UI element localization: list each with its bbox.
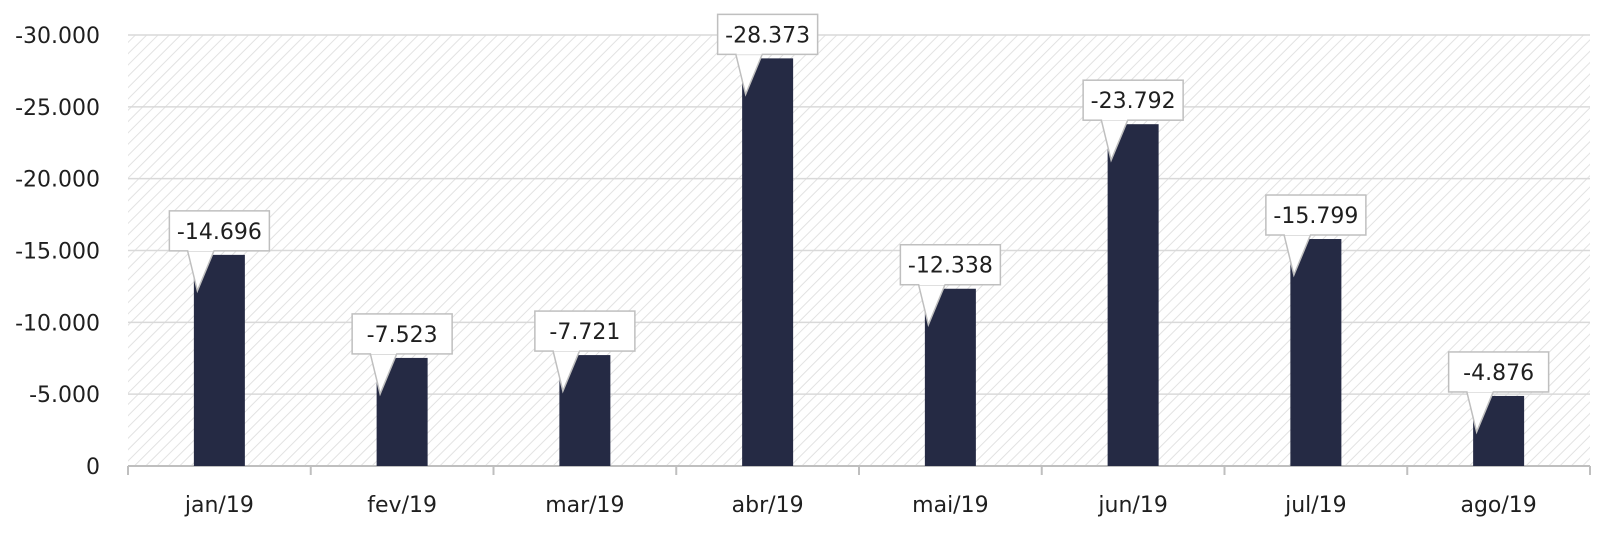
y-tick-label: 0 <box>86 455 100 480</box>
data-label-text: -7.721 <box>549 320 620 345</box>
x-axis <box>127 465 1591 475</box>
data-labels: -14.696 -7.523 -7.721 -28.373 -12.338 -23.792… <box>168 13 1550 435</box>
callout-box <box>716 13 819 56</box>
x-tick-label: jan/19 <box>184 493 254 518</box>
callout-box <box>1082 79 1184 121</box>
bar <box>1290 239 1342 466</box>
x-tick-label: abr/19 <box>732 493 804 518</box>
y-tick-label: -15.000 <box>15 240 100 265</box>
callout-box <box>168 210 271 252</box>
y-tick-label: -10.000 <box>15 311 100 336</box>
x-tick-label: jun/19 <box>1097 493 1167 518</box>
data-label-text: -4.876 <box>1463 361 1534 386</box>
data-label-text: -15.799 <box>1273 204 1358 229</box>
data-label-text: -14.696 <box>177 220 262 245</box>
bar <box>1107 124 1159 466</box>
callout-box <box>351 313 453 355</box>
x-tick-label: fev/19 <box>367 493 437 518</box>
bars <box>193 58 1525 466</box>
data-label: -7.721 <box>534 310 636 394</box>
data-label: -28.373 <box>716 13 819 97</box>
data-label-text: -12.338 <box>908 254 993 279</box>
data-label: -23.792 <box>1082 79 1184 163</box>
data-label: -15.799 <box>1265 194 1367 278</box>
x-tick-label: mar/19 <box>545 493 624 518</box>
callout-box <box>534 310 636 352</box>
x-axis-tick-labels: jan/19 fev/19 mar/19 abr/19 mai/19 jun/19 jul/… <box>184 493 1537 518</box>
y-axis-tick-labels: 0 -5.000 -10.000 -15.000 -20.000 -25.000 -30.0… <box>15 24 100 480</box>
x-tick-label: jul/19 <box>1284 493 1347 518</box>
y-tick-label: -5.000 <box>29 383 100 408</box>
bar <box>742 58 794 466</box>
data-label: -12.338 <box>899 243 1002 328</box>
bar <box>924 288 976 466</box>
y-tick-label: -25.000 <box>15 96 100 121</box>
x-tick-label: ago/19 <box>1460 493 1536 518</box>
callout-box <box>899 243 1002 286</box>
data-label: -4.876 <box>1447 351 1550 435</box>
data-label: -14.696 <box>168 210 271 294</box>
x-tick-label: mai/19 <box>912 493 988 518</box>
y-tick-label: -30.000 <box>15 24 100 49</box>
bar <box>193 254 245 466</box>
data-label-text: -28.373 <box>725 23 810 48</box>
callout-box <box>1447 351 1550 393</box>
data-label-text: -7.523 <box>367 323 438 348</box>
y-tick-label: -20.000 <box>15 168 100 193</box>
callout-box <box>1265 194 1367 236</box>
data-label-text: -23.792 <box>1091 89 1176 114</box>
data-label: -7.523 <box>351 313 453 397</box>
